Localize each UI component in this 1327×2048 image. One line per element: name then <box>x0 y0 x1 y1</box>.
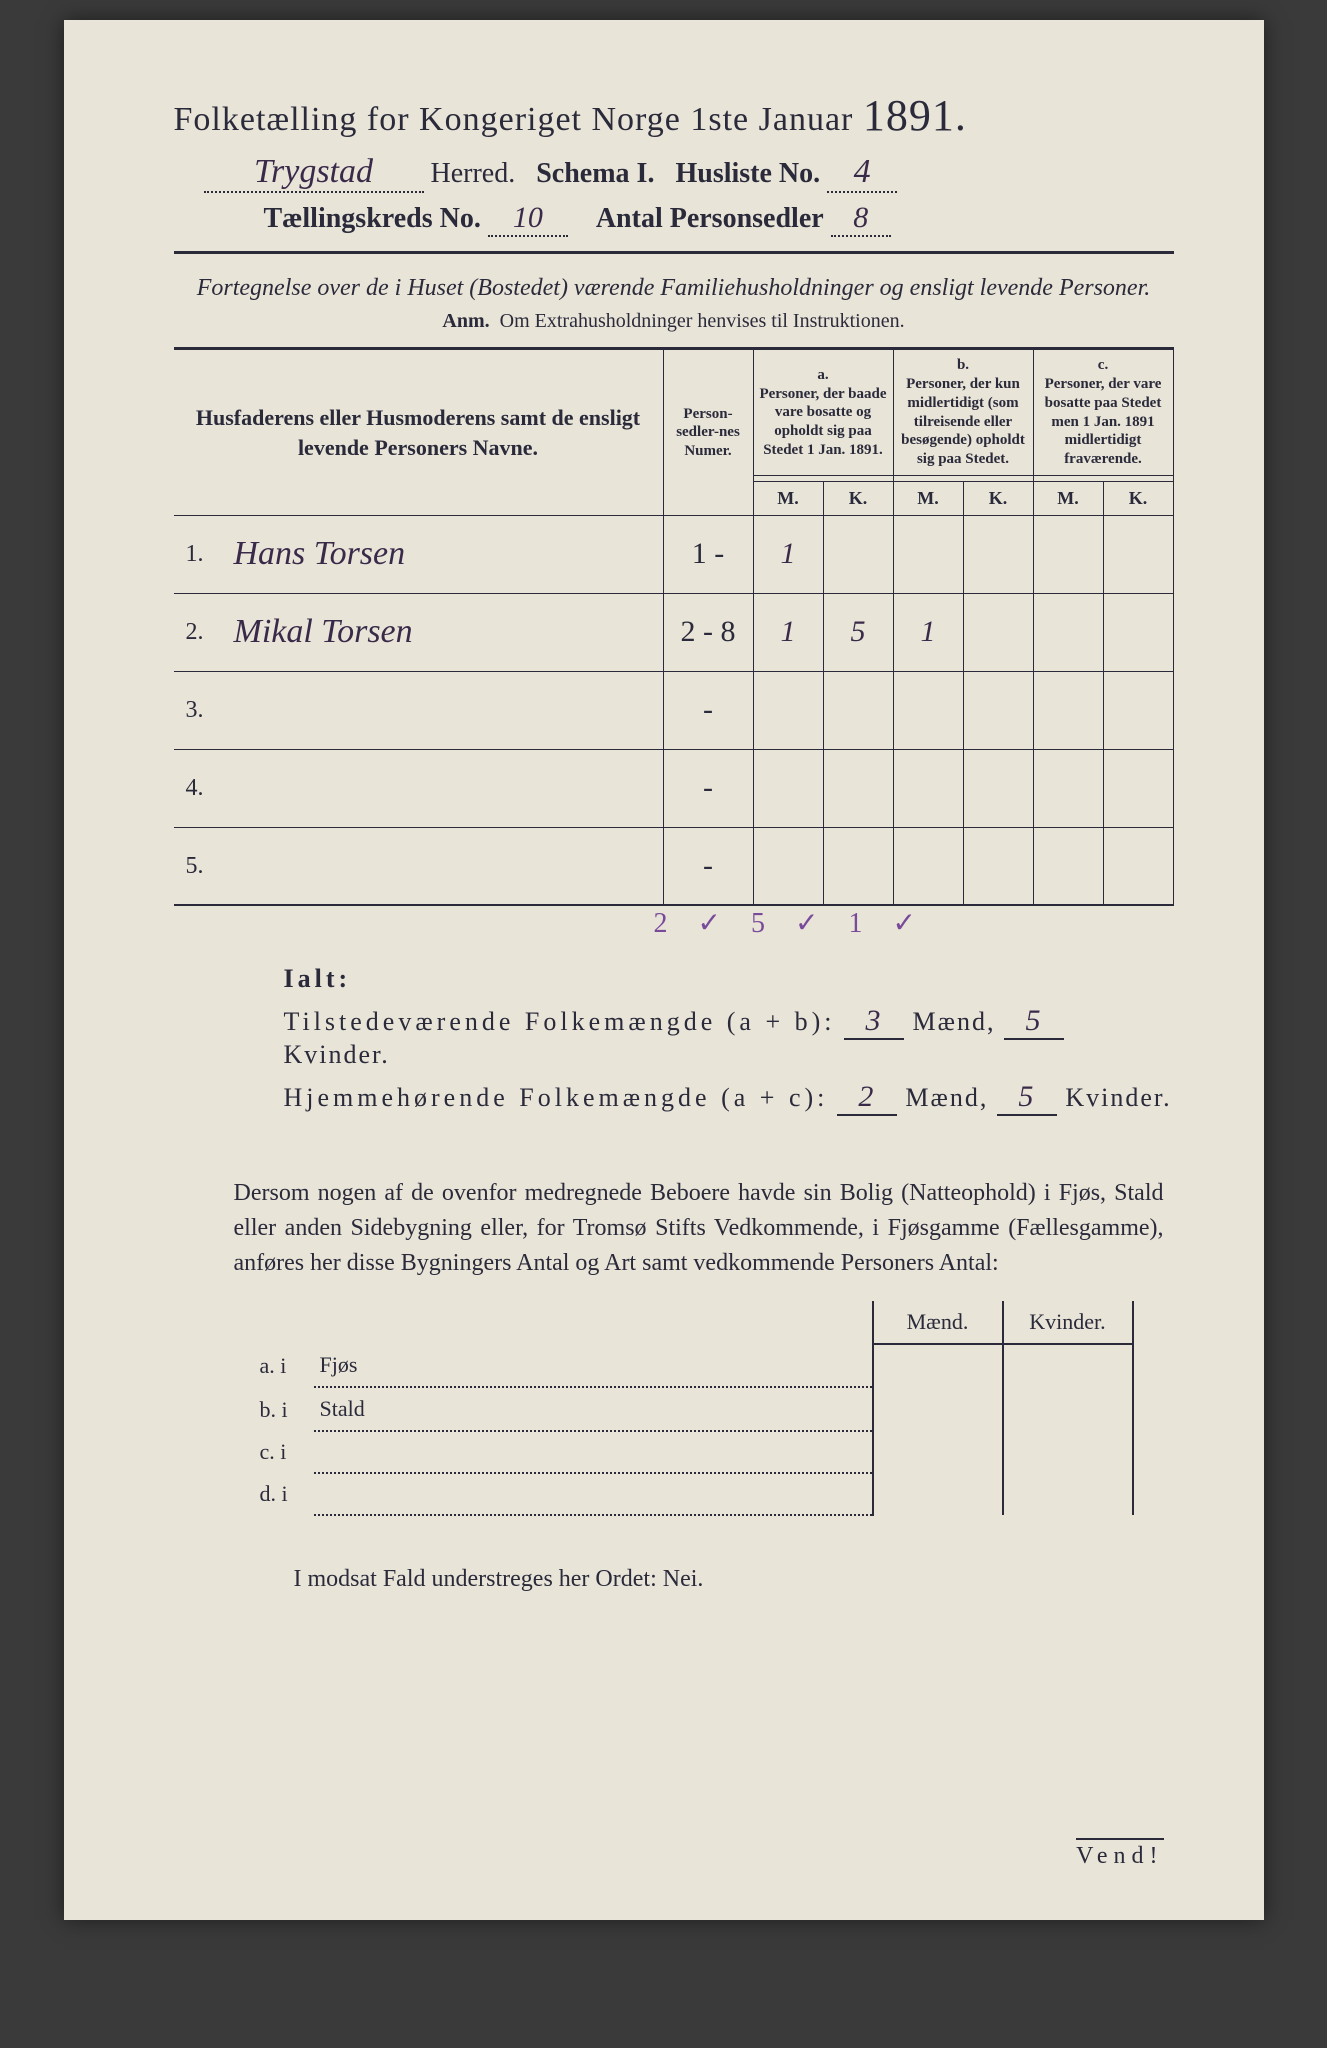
hdr-c: c. Personer, der vare bosatte paa Stedet… <box>1033 349 1173 476</box>
hdr-a-m: M. <box>753 481 823 515</box>
anm-line: Anm. Om Extrahusholdninger henvises til … <box>174 310 1174 333</box>
hdr-b-m: M. <box>893 481 963 515</box>
main-title: Folketælling for Kongeriget Norge 1ste J… <box>174 90 1174 141</box>
antal-value: 8 <box>853 201 868 234</box>
line-kreds: Tællingskreds No. 10 Antal Personsedler … <box>174 201 1174 237</box>
totals-line-1: Tilstedeværende Folkemængde (a + b): 3 M… <box>284 1004 1174 1070</box>
table-row: 5. - <box>174 827 1174 905</box>
hdr-b: b. Personer, der kun midlertidigt (som t… <box>893 349 1033 476</box>
hdr-a-k: K. <box>823 481 893 515</box>
name-2: Mikal Torsen <box>234 613 413 650</box>
hdr-c-k: K. <box>1103 481 1173 515</box>
husliste-label: Husliste No. <box>675 158 820 189</box>
totals-line-2: Hjemmehørende Folkemængde (a + c): 2 Mæn… <box>284 1080 1174 1116</box>
nei-line: I modsat Fald understreges her Ordet: Ne… <box>174 1566 1174 1593</box>
hdr-names: Husfaderens eller Husmoderens samt de en… <box>174 349 664 516</box>
hdr-b-k: K. <box>963 481 1033 515</box>
title-prefix: Folketælling for Kongeriget Norge 1ste J… <box>174 101 854 138</box>
husliste-no: 4 <box>854 153 871 190</box>
lower-hdr-k: Kvinder. <box>1003 1301 1133 1344</box>
title-year: 1891. <box>863 91 967 140</box>
divider <box>174 251 1174 254</box>
ialt-label: Ialt: <box>284 964 352 993</box>
description-text: Fortegnelse over de i Huset (Bostedet) v… <box>174 272 1174 304</box>
kreds-label: Tællingskreds No. <box>264 203 481 234</box>
line-herred: Trygstad Herred. Schema I. Husliste No. … <box>174 153 1174 193</box>
check-marks: 2✓5✓1✓ <box>174 906 1174 940</box>
name-1: Hans Torsen <box>234 535 406 572</box>
lower-hdr-m: Mænd. <box>873 1301 1003 1344</box>
table-row: 1. Hans Torsen 1 - 1 <box>174 515 1174 593</box>
anm-label: Anm. <box>442 310 489 332</box>
main-table: Husfaderens eller Husmoderens samt de en… <box>174 347 1174 906</box>
herred-value: Trygstad <box>254 153 373 190</box>
lower-table: Mænd. Kvinder. a. i Fjøs b. i Stald c. i… <box>254 1301 1134 1516</box>
antal-label: Antal Personsedler <box>596 203 824 234</box>
lower-row: d. i <box>254 1473 1133 1515</box>
herred-label: Herred. <box>431 158 516 189</box>
table-row: 3. - <box>174 671 1174 749</box>
hdr-a: a. Personer, der baade vare bosatte og o… <box>753 349 893 476</box>
anm-text: Om Extrahusholdninger henvises til Instr… <box>500 310 905 332</box>
lower-row: b. i Stald <box>254 1387 1133 1431</box>
hdr-c-m: M. <box>1033 481 1103 515</box>
lower-row: c. i <box>254 1431 1133 1473</box>
lower-paragraph: Dersom nogen af de ovenfor medregnede Be… <box>174 1176 1174 1280</box>
lower-row: a. i Fjøs <box>254 1344 1133 1387</box>
hdr-numer: Person-sedler-nes Numer. <box>663 349 753 516</box>
totals-block: Ialt: Tilstedeværende Folkemængde (a + b… <box>174 964 1174 1116</box>
census-form-page: Folketælling for Kongeriget Norge 1ste J… <box>64 20 1264 1920</box>
table-row: 4. - <box>174 749 1174 827</box>
table-row: 2. Mikal Torsen 2 - 8 1 5 1 <box>174 593 1174 671</box>
kreds-no: 10 <box>513 201 543 234</box>
vend-label: Vend! <box>1076 1838 1163 1870</box>
schema-label: Schema I. <box>536 158 654 189</box>
